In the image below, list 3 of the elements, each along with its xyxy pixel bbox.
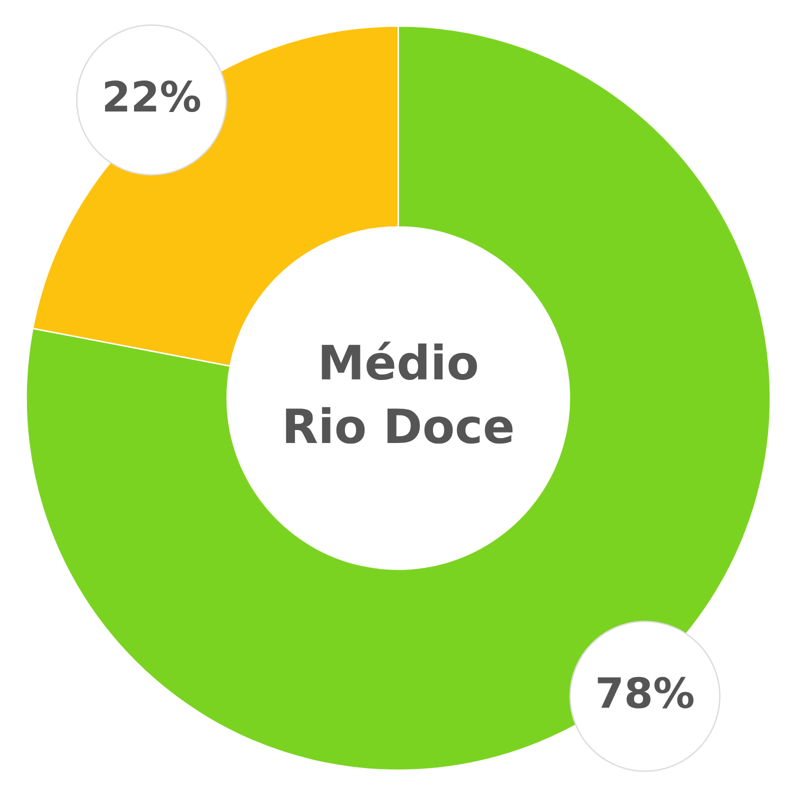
- data-label: 78%: [598, 676, 694, 708]
- text: Médio Rio Doce: [286, 342, 513, 444]
- data-label: 22%: [105, 80, 200, 112]
